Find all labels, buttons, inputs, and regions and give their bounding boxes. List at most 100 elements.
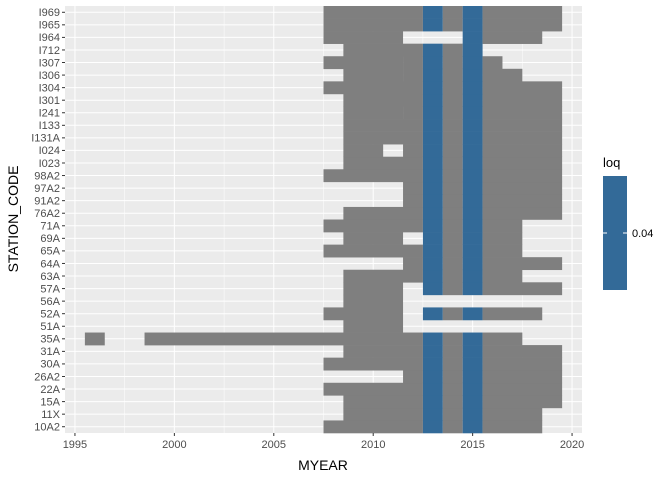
heatmap-cell-63A-2014-2014: [442, 269, 463, 283]
heatmap-cell-63A-2009-2012: [343, 269, 423, 283]
heatmap-cell-11X-2014-2014: [442, 407, 463, 421]
heatmap-cell-I307-2013-2013: [422, 56, 443, 70]
heatmap-cell-22A-2014-2014: [442, 382, 463, 396]
heatmap-cell-I306-2015-2015: [462, 68, 483, 82]
y-tick-label-15A: 15A: [40, 396, 60, 408]
heatmap-cell-I024-2015-2015: [462, 144, 483, 158]
heatmap-cell-71A-2008-2012: [323, 219, 423, 233]
y-tick-label-71A: 71A: [40, 221, 60, 233]
heatmap-cell-I307-2014-2014: [442, 56, 463, 70]
heatmap-cell-I306-2009-2011: [343, 68, 404, 82]
heatmap-cell-91A2-2016-2019: [482, 194, 563, 208]
y-tick-label-31A: 31A: [40, 346, 60, 358]
heatmap-cell-31A-2014-2014: [442, 345, 463, 358]
heatmap-cell-I306-2013-2013: [422, 68, 443, 82]
heatmap-cell-I131A-2014-2014: [442, 131, 463, 145]
y-tick-label-22A: 22A: [40, 384, 60, 396]
heatmap-cell-98A2-2016-2019: [482, 169, 563, 183]
heatmap-cell-26A2-2015-2015: [462, 370, 483, 384]
heatmap-cell-31A-2013-2013: [422, 345, 443, 358]
heatmap-cell-11X-2015-2015: [462, 407, 483, 421]
heatmap-cell-30A-2008-2012: [323, 357, 423, 371]
heatmap-cell-64A-2012-2012: [403, 257, 423, 271]
x-tick-label-2005: 2005: [262, 439, 286, 451]
heatmap-cell-I133-2009-2012: [343, 119, 423, 132]
heatmap-cell-I306-2014-2014: [442, 68, 463, 82]
heatmap-cell-91A2-2012-2012: [403, 194, 423, 208]
heatmap-cell-26A2-2016-2019: [482, 370, 563, 384]
y-tick-label-64A: 64A: [40, 258, 60, 270]
heatmap-cell-I241-2009-2011: [343, 106, 404, 120]
heatmap-cell-I307-2016-2016: [482, 56, 503, 70]
heatmap-cell-69A-2013-2013: [422, 232, 443, 245]
heatmap-cell-I712-2009-2012: [343, 43, 423, 57]
heatmap-cell-I301-2014-2014: [442, 93, 463, 107]
heatmap-cell-I304-2016-2019: [482, 81, 563, 95]
heatmap-cells: [84, 6, 563, 434]
heatmap-cell-76A2-2014-2014: [442, 206, 463, 220]
heatmap-cell-15A-2009-2012: [343, 395, 423, 409]
y-tick-label-91A2: 91A2: [34, 195, 60, 207]
heatmap-cell-15A-2015-2015: [462, 395, 483, 409]
y-tick-label-I133: I133: [39, 120, 60, 132]
heatmap-cell-I131A-2015-2015: [462, 131, 483, 145]
heatmap-cell-65A-2014-2014: [442, 244, 463, 258]
heatmap-cell-35A-1999-2012: [144, 332, 423, 346]
heatmap-cell-30A-2014-2014: [442, 357, 463, 371]
legend-label: 0.04: [632, 228, 653, 240]
heatmap-cell-I023-2016-2019: [482, 156, 563, 170]
heatmap-cell-I964-2008-2011: [323, 31, 404, 44]
heatmap-cell-69A-2014-2014: [442, 232, 463, 245]
heatmap-cell-22A-2013-2013: [422, 382, 443, 396]
heatmap-cell-11X-2009-2012: [343, 407, 423, 421]
heatmap-cell-64A-2014-2014: [442, 257, 463, 271]
heatmap-cell-64A-2013-2013: [422, 257, 443, 271]
heatmap-cell-22A-2008-2012: [323, 382, 423, 396]
heatmap-cell-57A-2013-2013: [422, 282, 443, 296]
x-axis-title: MYEAR: [298, 457, 348, 473]
heatmap-cell-56A-2009-2011: [343, 294, 404, 308]
heatmap-cell-57A-2009-2011: [343, 282, 404, 296]
y-tick-label-I306: I306: [39, 70, 60, 82]
x-tick-label-2020: 2020: [560, 439, 584, 451]
heatmap-cell-10A2-2008-2012: [323, 420, 423, 434]
y-tick-label-69A: 69A: [40, 233, 60, 245]
heatmap-cell-57A-2015-2015: [462, 282, 483, 296]
heatmap-cell-10A2-2013-2013: [422, 420, 443, 434]
heatmap-cell-10A2-2016-2018: [482, 420, 543, 434]
heatmap-cell-98A2-2014-2014: [442, 169, 463, 183]
heatmap-cell-65A-2015-2015: [462, 244, 483, 258]
heatmap-cell-31A-2016-2019: [482, 345, 563, 358]
y-tick-label-I023: I023: [39, 158, 60, 170]
heatmap-cell-69A-2016-2017: [482, 232, 523, 245]
y-tick-label-26A2: 26A2: [34, 371, 60, 383]
heatmap-cell-I024-2009-2010: [343, 144, 384, 158]
heatmap-cell-I023-2009-2012: [343, 156, 423, 170]
heatmap-cell-52A-2008-2011: [323, 307, 404, 321]
heatmap-cell-I304-2014-2014: [442, 81, 463, 95]
heatmap-cell-I965-2014-2014: [442, 18, 463, 32]
heatmap-cell-63A-2013-2013: [422, 269, 443, 283]
heatmap-cell-I133-2016-2019: [482, 119, 563, 132]
heatmap-cell-I964-2016-2018: [482, 31, 543, 44]
y-tick-label-I965: I965: [39, 20, 60, 32]
heatmap-cell-97A2-2016-2019: [482, 181, 563, 195]
heatmap-cell-I241-2012-2012: [403, 106, 423, 120]
heatmap-cell-35A-2016-2017: [482, 332, 523, 346]
legend: loq 0.04: [603, 155, 653, 290]
y-tick-label-76A2: 76A2: [34, 208, 60, 220]
heatmap-cell-63A-2016-2017: [482, 269, 523, 283]
heatmap-cell-I712-2014-2014: [442, 43, 463, 57]
y-tick-label-I307: I307: [39, 57, 60, 69]
y-tick-label-98A2: 98A2: [34, 170, 60, 182]
heatmap-cell-30A-2015-2015: [462, 357, 483, 371]
heatmap-cell-I024-2014-2014: [442, 144, 463, 158]
heatmap-cell-I969-2013-2013: [422, 6, 443, 19]
heatmap-cell-I965-2008-2012: [323, 18, 423, 32]
y-tick-label-97A2: 97A2: [34, 183, 60, 195]
heatmap-cell-51A-2009-2011: [343, 319, 404, 333]
heatmap-cell-I307-2015-2015: [462, 56, 483, 70]
heatmap-cell-I964-2015-2015: [462, 31, 483, 44]
heatmap-cell-69A-2009-2011: [343, 232, 404, 245]
